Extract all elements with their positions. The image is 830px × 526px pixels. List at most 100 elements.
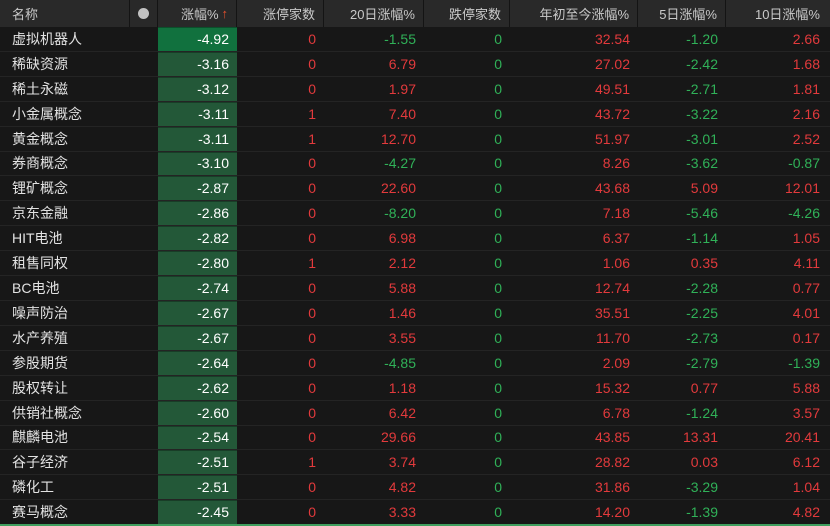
cell-10day-change: 20.41 <box>784 429 820 446</box>
cell-limit-up-count: 0 <box>308 155 316 172</box>
cell-name: 黄金概念 <box>12 130 68 147</box>
cell-20day-change: -4.27 <box>384 155 416 172</box>
table-row[interactable]: 锂矿概念 -2.87 0 22.60 0 43.68 5.09 12.01 <box>0 175 830 201</box>
cell-10day-change: 2.52 <box>792 130 820 147</box>
cell-20day-change: -8.20 <box>384 205 416 222</box>
cell-ytd-change: 1.06 <box>602 255 630 272</box>
table-row[interactable]: HIT电池 -2.82 0 6.98 0 6.37 -1.14 1.05 <box>0 225 830 251</box>
table-row[interactable]: 虚拟机器人 -4.92 0 -1.55 0 32.54 -1.20 2.66 <box>0 27 830 51</box>
cell-10day-change: 2.16 <box>792 105 820 122</box>
table-row[interactable]: 黄金概念 -3.11 1 12.70 0 51.97 -3.01 2.52 <box>0 125 830 151</box>
cell-10day-change: 1.04 <box>792 479 820 496</box>
cell-limit-down-count: 0 <box>494 354 502 371</box>
header-limit-up-count[interactable]: 涨停家数 <box>237 0 324 27</box>
cell-20day-change: 5.88 <box>388 280 416 297</box>
header-10day-label: 10日涨幅% <box>754 7 820 22</box>
cell-change: -3.12 <box>158 76 237 101</box>
cell-ytd-change: 12.74 <box>594 280 630 297</box>
cell-5day-change: -2.73 <box>686 329 718 346</box>
cell-20day-change: 2.12 <box>388 255 416 272</box>
cell-limit-down-count: 0 <box>494 379 502 396</box>
cell-5day-change: -5.46 <box>686 205 718 222</box>
table-row[interactable]: 赛马概念 -2.45 0 3.33 0 14.20 -1.39 4.82 <box>0 499 830 525</box>
cell-20day-change: 3.33 <box>388 504 416 521</box>
cell-5day-change: 0.77 <box>690 379 718 396</box>
cell-name: 京东金融 <box>12 205 68 222</box>
cell-limit-down-count: 0 <box>494 329 502 346</box>
header-name-label: 名称 <box>12 7 39 22</box>
cell-change: -2.74 <box>158 276 237 300</box>
cell-10day-change: -4.26 <box>788 205 820 222</box>
table-row[interactable]: 京东金融 -2.86 0 -8.20 0 7.18 -5.46 -4.26 <box>0 200 830 226</box>
cell-limit-down-count: 0 <box>494 304 502 321</box>
table-row[interactable]: 参股期货 -2.64 0 -4.85 0 2.09 -2.79 -1.39 <box>0 349 830 375</box>
table-row[interactable]: 租售同权 -2.80 1 2.12 0 1.06 0.35 4.11 <box>0 250 830 276</box>
table-row[interactable]: 股权转让 -2.62 0 1.18 0 15.32 0.77 5.88 <box>0 374 830 400</box>
cell-limit-up-count: 1 <box>308 105 316 122</box>
cell-20day-change: -4.85 <box>384 354 416 371</box>
table-row[interactable]: 麒麟电池 -2.54 0 29.66 0 43.85 13.31 20.41 <box>0 424 830 450</box>
cell-10day-change: -1.39 <box>788 354 820 371</box>
header-change[interactable]: 涨幅% ↑ <box>158 0 237 27</box>
cell-20day-change: 12.70 <box>380 130 416 147</box>
cell-limit-up-count: 0 <box>308 80 316 97</box>
cell-5day-change: -2.42 <box>686 55 718 72</box>
header-20day-change[interactable]: 20日涨幅% <box>324 0 424 27</box>
table-row[interactable]: 小金属概念 -3.11 1 7.40 0 43.72 -3.22 2.16 <box>0 100 830 126</box>
marker-dot-icon <box>138 8 149 19</box>
cell-limit-up-count: 1 <box>308 255 316 272</box>
header-marker[interactable] <box>130 0 158 27</box>
cell-ytd-change: 14.20 <box>594 504 630 521</box>
cell-limit-down-count: 0 <box>494 55 502 72</box>
table-row[interactable]: 券商概念 -3.10 0 -4.27 0 8.26 -3.62 -0.87 <box>0 150 830 176</box>
cell-ytd-change: 8.26 <box>602 155 630 172</box>
header-limit-up-label: 涨停家数 <box>262 7 315 22</box>
cell-change: -2.54 <box>158 425 237 450</box>
header-name[interactable]: 名称 <box>0 0 130 27</box>
header-limit-down-count[interactable]: 跌停家数 <box>424 0 510 27</box>
cell-ytd-change: 7.18 <box>602 205 630 222</box>
header-ytd-label: 年初至今涨幅% <box>539 7 629 22</box>
cell-limit-up-count: 0 <box>308 205 316 222</box>
cell-limit-up-count: 0 <box>308 329 316 346</box>
cell-20day-change: 6.98 <box>388 230 416 247</box>
table-header: 名称 涨幅% ↑ 涨停家数 20日涨幅% 跌停家数 年初至今涨幅% 5日涨幅% … <box>0 0 830 27</box>
cell-limit-up-count: 0 <box>308 404 316 421</box>
cell-10day-change: 3.57 <box>792 404 820 421</box>
cell-limit-up-count: 0 <box>308 479 316 496</box>
cell-change: -3.16 <box>158 51 237 76</box>
cell-change: -2.67 <box>158 325 237 350</box>
table-row[interactable]: 供销社概念 -2.60 0 6.42 0 6.78 -1.24 3.57 <box>0 399 830 425</box>
cell-10day-change: 4.01 <box>792 304 820 321</box>
table-row[interactable]: 稀缺资源 -3.16 0 6.79 0 27.02 -2.42 1.68 <box>0 50 830 76</box>
cell-change: -3.10 <box>158 151 237 176</box>
cell-name: 虚拟机器人 <box>12 30 82 47</box>
table-row[interactable]: 水产养殖 -2.67 0 3.55 0 11.70 -2.73 0.17 <box>0 324 830 350</box>
table-row[interactable]: 磷化工 -2.51 0 4.82 0 31.86 -3.29 1.04 <box>0 474 830 500</box>
cell-limit-up-count: 1 <box>308 454 316 471</box>
cell-5day-change: -3.22 <box>686 105 718 122</box>
cell-5day-change: -1.24 <box>686 404 718 421</box>
cell-limit-down-count: 0 <box>494 30 502 47</box>
cell-limit-down-count: 0 <box>494 429 502 446</box>
cell-20day-change: 3.74 <box>388 454 416 471</box>
cell-name: 参股期货 <box>12 354 68 371</box>
table-row[interactable]: BC电池 -2.74 0 5.88 0 12.74 -2.28 0.77 <box>0 275 830 300</box>
cell-change: -2.64 <box>158 350 237 375</box>
cell-limit-up-count: 0 <box>308 504 316 521</box>
cell-name: 供销社概念 <box>12 404 82 421</box>
cell-20day-change: 1.97 <box>388 80 416 97</box>
table-body: 虚拟机器人 -4.92 0 -1.55 0 32.54 -1.20 2.66 稀… <box>0 27 830 525</box>
cell-change: -2.51 <box>158 450 237 475</box>
cell-ytd-change: 11.70 <box>596 329 630 346</box>
table-row[interactable]: 稀土永磁 -3.12 0 1.97 0 49.51 -2.71 1.81 <box>0 75 830 101</box>
cell-5day-change: 0.35 <box>690 255 718 272</box>
cell-change: -2.82 <box>158 226 237 251</box>
cell-change: -3.11 <box>158 101 237 126</box>
header-10day-change[interactable]: 10日涨幅% <box>726 0 830 27</box>
table-row[interactable]: 谷子经济 -2.51 1 3.74 0 28.82 0.03 6.12 <box>0 449 830 475</box>
header-5day-change[interactable]: 5日涨幅% <box>638 0 726 27</box>
header-ytd-change[interactable]: 年初至今涨幅% <box>510 0 638 27</box>
table-row[interactable]: 噪声防治 -2.67 0 1.46 0 35.51 -2.25 4.01 <box>0 299 830 325</box>
cell-limit-up-count: 1 <box>308 130 316 147</box>
